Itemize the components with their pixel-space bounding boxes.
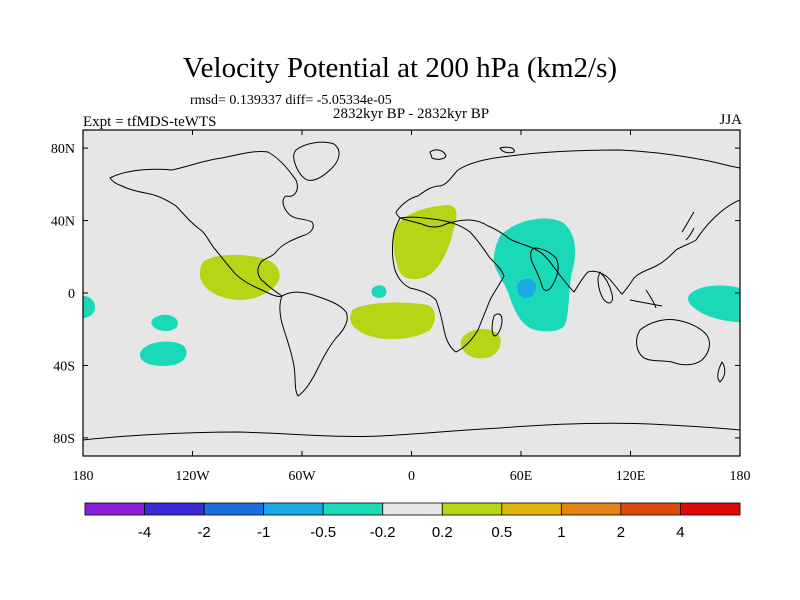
anomaly-south-pacific	[139, 341, 187, 366]
y-tick-label: 40N	[51, 215, 75, 230]
colorbar-box	[501, 502, 562, 516]
y-tick-label: 80N	[51, 142, 75, 157]
anomaly-arabian-sea	[493, 218, 576, 332]
coastline-antarctica	[83, 422, 740, 456]
coastline-north-america	[109, 151, 314, 297]
coastlines	[83, 141, 740, 456]
x-tick-label: 60E	[510, 469, 533, 484]
x-tick-label: 120E	[616, 469, 646, 484]
coastline-japan	[681, 211, 695, 241]
coastline-africa	[392, 216, 505, 353]
colorbar-box	[441, 502, 503, 516]
anomaly-southeast-africa	[460, 328, 501, 359]
y-tick-label: 80S	[53, 432, 75, 447]
y-axis: 80N 40N 0 40S 80S	[51, 142, 740, 447]
colorbar-box	[263, 502, 324, 516]
coastline-eurasia	[395, 149, 740, 295]
anomaly-north-africa	[393, 205, 457, 280]
colorbar-box	[322, 502, 384, 516]
anomaly-arabian-sea-core	[517, 278, 537, 299]
colorbar-label: -1	[257, 524, 270, 541]
colorbar-label: 4	[676, 524, 684, 541]
coastline-southeast-asia	[597, 271, 663, 309]
anomaly-western-pacific	[688, 285, 740, 322]
colorbar-box	[680, 502, 741, 516]
anomaly-south-pacific-small	[151, 314, 178, 331]
coastline-south-america	[279, 291, 348, 397]
coastline-arctic-islands	[429, 146, 515, 160]
chart-title: Velocity Potential at 200 hPa (km2/s)	[182, 52, 618, 84]
colorbar-box	[84, 502, 145, 516]
anomaly-equatorial-atlantic	[371, 285, 387, 298]
colorbar-box	[560, 502, 622, 516]
x-tick-label: 0	[408, 469, 415, 484]
coastline-madagascar	[491, 313, 503, 337]
coastline-india	[530, 247, 559, 291]
y-tick-label: 40S	[53, 359, 75, 374]
season-label: JJA	[719, 112, 742, 128]
colorbar-label: 2	[617, 524, 625, 541]
anomaly-east-pacific-edge	[83, 296, 95, 318]
colorbar-label: 0.5	[491, 524, 512, 541]
rmsd-diff-stats: rmsd= 0.139337 diff= -5.05334e-05	[190, 93, 392, 108]
x-tick-label: 180	[73, 469, 94, 484]
colorbar: -4 -2 -1 -0.5 -0.2 0.2 0.5 1 2 4	[84, 502, 741, 541]
colorbar-box	[620, 502, 681, 516]
colorbar-label: -4	[138, 524, 151, 541]
colorbar-label: -0.5	[310, 524, 336, 541]
colorbar-box	[203, 502, 265, 516]
colorbar-label: 1	[557, 524, 565, 541]
experiment-label: Expt = tfMDS-teWTS	[83, 114, 217, 130]
map-background	[83, 130, 740, 456]
coastline-new-zealand	[717, 361, 726, 383]
y-tick-label: 0	[68, 287, 75, 302]
colorbar-label: -0.2	[370, 524, 396, 541]
coastline-australia	[636, 319, 710, 366]
x-tick-label: 120W	[175, 469, 210, 484]
x-tick-label: 180	[730, 469, 751, 484]
time-subtitle: 2832kyr BP - 2832kyr BP	[332, 106, 490, 122]
colorbar-label: 0.2	[432, 524, 453, 541]
colorbar-box	[144, 502, 205, 516]
coastline-greenland	[293, 141, 340, 181]
x-tick-label: 60W	[288, 469, 316, 484]
anomaly-south-atlantic	[350, 302, 435, 340]
x-axis: 180 120W 60W 0 60E 120E 180	[73, 130, 751, 484]
colorbar-box	[382, 502, 443, 516]
colorbar-label: -2	[197, 524, 210, 541]
